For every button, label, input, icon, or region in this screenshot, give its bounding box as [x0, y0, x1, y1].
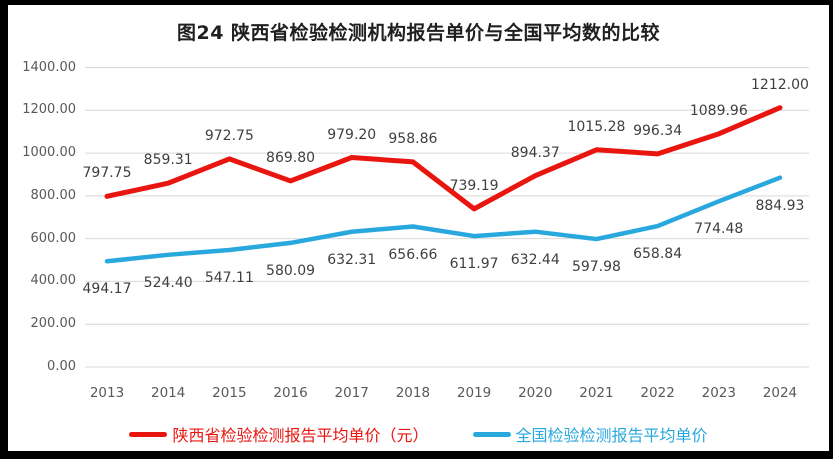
legend-line-sample-blue-icon — [472, 431, 511, 437]
legend-item-national: 全国检验检测报告平均单价 — [472, 422, 708, 446]
line-chart-plot — [85, 67, 809, 368]
legend-line-sample-red-icon — [129, 431, 168, 437]
series-line-national — [104, 175, 783, 264]
legend-item-shaanxi: 陕西省检验检测报告平均单价（元） — [129, 422, 429, 446]
chart-canvas: 图24 陕西省检验检测机构报告单价与全国平均数的比较 0.00 200.00 400… — [8, 5, 829, 451]
chart-legend: 陕西省检验检测报告平均单价（元） 全国检验检测报告平均单价 — [8, 422, 829, 446]
chart-title: 图24 陕西省检验检测机构报告单价与全国平均数的比较 — [176, 22, 661, 44]
legend-label-shaanxi: 陕西省检验检测报告平均单价（元） — [172, 426, 429, 445]
series-line-shaanxi — [104, 105, 783, 212]
legend-label-national: 全国检验检测报告平均单价 — [515, 426, 708, 445]
